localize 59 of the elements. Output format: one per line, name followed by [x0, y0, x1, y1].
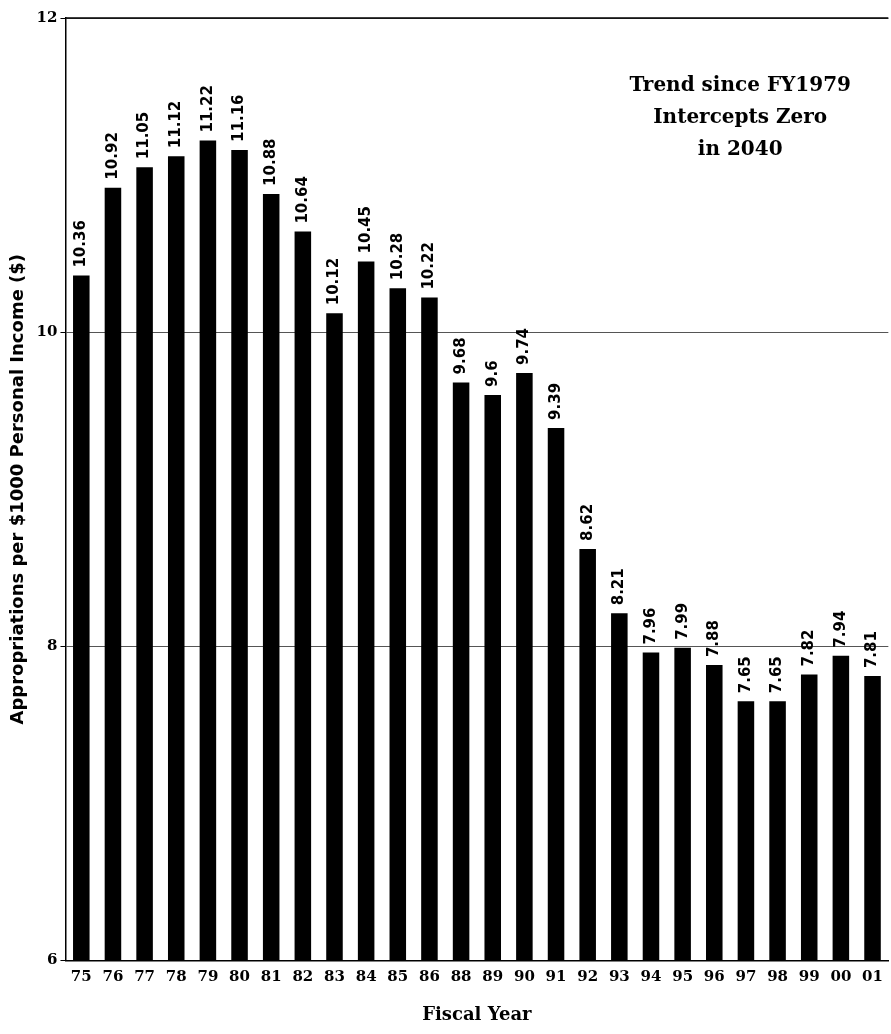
data-label: 7.82	[799, 629, 818, 667]
data-label: 11.12	[166, 100, 185, 149]
x-tick-label: 94	[640, 967, 662, 986]
data-label: 10.92	[102, 132, 121, 180]
x-tick-label: 99	[798, 967, 820, 986]
x-tick-label: 79	[197, 967, 219, 986]
x-tick-label: 84	[355, 967, 377, 986]
data-label: 11.16	[229, 94, 248, 142]
data-label: 10.64	[292, 176, 311, 224]
data-label: 9.6	[482, 360, 501, 387]
data-label: 9.68	[450, 337, 469, 375]
x-tick-label: 93	[608, 967, 630, 986]
x-tick-label: 85	[387, 967, 409, 986]
data-label: 7.81	[862, 631, 881, 669]
data-label: 10.12	[324, 257, 343, 306]
x-tick-label: 95	[672, 967, 694, 986]
data-label: 8.21	[609, 568, 628, 606]
data-label: 10.28	[387, 232, 406, 281]
x-tick-label: 92	[577, 967, 599, 986]
y-tick-label: 10	[36, 322, 58, 341]
x-tick-label: 89	[482, 967, 504, 986]
x-tick-label: 78	[165, 967, 187, 986]
x-tick-label: 83	[324, 967, 345, 986]
x-tick-label: 97	[735, 967, 757, 986]
x-tick-label: 96	[703, 967, 725, 986]
x-tick-label: 88	[450, 967, 472, 986]
y-tick-label: 8	[47, 636, 58, 655]
data-label: 7.96	[640, 607, 659, 645]
data-label: 9.74	[514, 327, 533, 365]
data-label: 10.22	[419, 242, 438, 290]
x-tick-label: 86	[419, 967, 440, 986]
x-tick-label: 98	[767, 967, 789, 986]
x-tick-label: 91	[545, 967, 567, 986]
x-axis-title: Fiscal Year	[422, 1002, 533, 1024]
x-tick-label: 80	[229, 967, 250, 986]
annotation: Trend since FY1979 Intercepts Zero in 2040	[629, 72, 852, 161]
data-label: 7.88	[704, 620, 723, 658]
y-tick-label: 12	[36, 7, 58, 26]
data-label: 11.05	[134, 111, 153, 160]
data-label: 10.36	[71, 220, 90, 268]
data-label: 7.65	[735, 656, 754, 694]
x-tick-label: 90	[513, 967, 535, 986]
y-axis-title: Appropriations per $1000 Personal Income ($)	[6, 253, 28, 725]
data-label: 8.62	[577, 503, 596, 541]
data-label: 7.94	[830, 610, 849, 648]
data-label: 11.22	[197, 85, 216, 133]
data-label: 10.88	[261, 138, 280, 186]
x-tick-label: 76	[102, 967, 124, 986]
data-label: 7.99	[672, 602, 691, 640]
x-tick-label: 77	[134, 967, 156, 986]
x-tick-label: 82	[292, 967, 314, 986]
x-tick-label: 75	[70, 967, 92, 986]
data-label: 7.65	[767, 656, 786, 694]
x-tick-label: 81	[260, 967, 282, 986]
x-tick-label: 01	[862, 967, 883, 986]
x-tick-label: 00	[830, 967, 852, 986]
data-label: 10.45	[356, 206, 375, 254]
y-tick-label: 6	[47, 950, 58, 969]
data-label: 9.39	[545, 382, 564, 420]
